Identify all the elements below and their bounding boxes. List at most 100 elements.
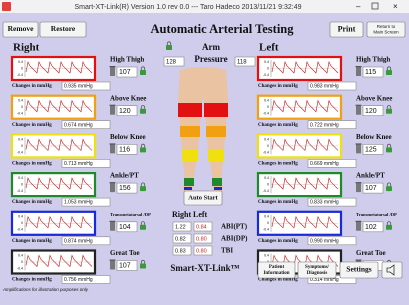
trash-icon[interactable]	[356, 144, 361, 153]
change-value: 0.756 mmHg	[64, 277, 93, 283]
lock-icon[interactable]	[140, 264, 146, 269]
pressure-value: 156	[119, 185, 131, 192]
waveform-axis-label: 0.4	[18, 99, 23, 103]
lock-icon[interactable]	[140, 70, 146, 75]
waveform-axis-label: -0.4	[263, 150, 269, 154]
waveform-axis-label: 0.4	[18, 176, 23, 180]
trash-icon[interactable]	[110, 106, 115, 115]
index-label: TBI	[221, 246, 233, 254]
change-value: 0.722 mmHg	[310, 122, 339, 128]
change-value: 0.983 mmHg	[310, 84, 339, 90]
trash-lid	[110, 66, 116, 67]
trash-icon[interactable]	[356, 222, 361, 231]
lock-icon[interactable]	[386, 225, 392, 230]
lock-icon[interactable]	[166, 45, 172, 50]
lock-icon[interactable]	[386, 70, 392, 75]
changes-label: Changes in mmHg	[12, 200, 52, 205]
changes-label: Changes in mmHg	[12, 162, 52, 167]
footer-button-label: Symptoms/	[305, 265, 330, 270]
brand: Smart-XT-Link™	[170, 263, 239, 273]
cuff-below-knee	[182, 150, 198, 161]
index-left-value: 0.80	[196, 248, 207, 254]
waveform-axis-label: 0	[267, 105, 269, 109]
site-label: Transmetatarsal /DP	[110, 212, 151, 217]
waveform-axis-label: 0.4	[264, 253, 269, 257]
trash-icon[interactable]	[110, 222, 115, 231]
change-value: 0.874 mmHg	[64, 238, 93, 244]
lock-icon[interactable]	[140, 225, 146, 230]
site-label: Great Toe	[110, 249, 140, 257]
site-label: Below Knee	[356, 133, 392, 141]
site-label: High Thigh	[356, 56, 390, 64]
changes-label: Changes in mmHg	[258, 200, 298, 205]
side-heading: Right	[13, 42, 40, 54]
waveform-axis-label: 0.4	[264, 176, 269, 180]
trash-icon[interactable]	[110, 67, 115, 76]
pressure-value: 107	[365, 185, 377, 192]
pressure-value: 120	[365, 108, 377, 115]
sound-button[interactable]	[382, 262, 402, 278]
lock-icon[interactable]	[386, 186, 392, 191]
pressure-value: 107	[119, 69, 131, 76]
note: Amplifications for illustration purposes…	[2, 287, 89, 292]
changes-label: Changes in mmHg	[12, 123, 52, 128]
change-value: 0.669 mmHg	[310, 161, 339, 167]
changes-label: Changes in mmHg	[258, 84, 298, 89]
lock-icon[interactable]	[140, 186, 146, 191]
trash-icon[interactable]	[110, 183, 115, 192]
waveform-axis-label: 0.4	[264, 215, 269, 219]
trash-icon[interactable]	[110, 144, 115, 153]
return-button-label: Main Screen	[373, 29, 399, 34]
changes-label: Changes in mmHg	[12, 239, 52, 244]
side-heading: Left	[259, 42, 279, 54]
app-icon	[2, 2, 11, 11]
waveform-axis-label: 0.4	[18, 60, 23, 64]
waveform-axis-label: 0	[267, 144, 269, 148]
return-button-label: Return to	[377, 24, 396, 29]
waveform-axis-label: -0.4	[17, 266, 23, 270]
remove-button-label: Remove	[8, 24, 34, 33]
site-label: Transmetatarsal /DP	[356, 212, 397, 217]
change-value: 0.713 mmHg	[64, 161, 93, 167]
trash-lid	[356, 260, 362, 261]
waveform-axis-label: 0	[267, 221, 269, 225]
close-button[interactable]: ×	[393, 2, 398, 11]
footer-button-label: Settings	[346, 265, 372, 274]
lock-icon[interactable]	[140, 147, 146, 152]
trash-lid	[356, 221, 362, 222]
change-value: 1.053 mmHg	[64, 200, 93, 206]
index-header: Left	[193, 210, 208, 219]
changes-label: Changes in mmHg	[12, 84, 52, 89]
change-value: 0.990 mmHg	[310, 238, 339, 244]
pressure-value: 102	[365, 224, 377, 231]
waveform-axis-label: 0.4	[18, 253, 23, 257]
change-value: 0.935 mmHg	[64, 84, 93, 90]
pressure-value: 104	[119, 224, 131, 231]
cuff-metatarsal	[214, 187, 222, 190]
waveform-axis-label: 0	[21, 221, 23, 225]
index-right-value: 0.83	[175, 248, 186, 254]
minimize-button[interactable]: –	[356, 2, 361, 11]
trash-icon[interactable]	[110, 261, 115, 270]
trash-lid	[356, 66, 362, 67]
waveform-axis-label: 0.4	[18, 137, 23, 141]
arm-label: Pressure	[194, 54, 227, 64]
index-left-value: 0.80	[196, 236, 207, 242]
trash-icon[interactable]	[356, 183, 361, 192]
lock-icon[interactable]	[386, 109, 392, 114]
trash-icon[interactable]	[356, 67, 361, 76]
waveform-axis-label: -0.4	[17, 73, 23, 77]
trash-lid	[110, 221, 116, 222]
index-header: Right	[172, 210, 191, 219]
site-label: High Thigh	[110, 56, 144, 64]
site-label: Ankle/PT	[356, 172, 385, 180]
arm-label: Arm	[202, 42, 220, 52]
waveform-axis-label: 0	[21, 144, 23, 148]
cuff-ankle	[212, 178, 222, 186]
site-label: Ankle/PT	[110, 172, 139, 180]
trash-lid	[110, 143, 116, 144]
lock-icon[interactable]	[386, 147, 392, 152]
trash-icon[interactable]	[356, 106, 361, 115]
waveform-axis-label: -0.4	[263, 228, 269, 232]
lock-icon[interactable]	[140, 109, 146, 114]
